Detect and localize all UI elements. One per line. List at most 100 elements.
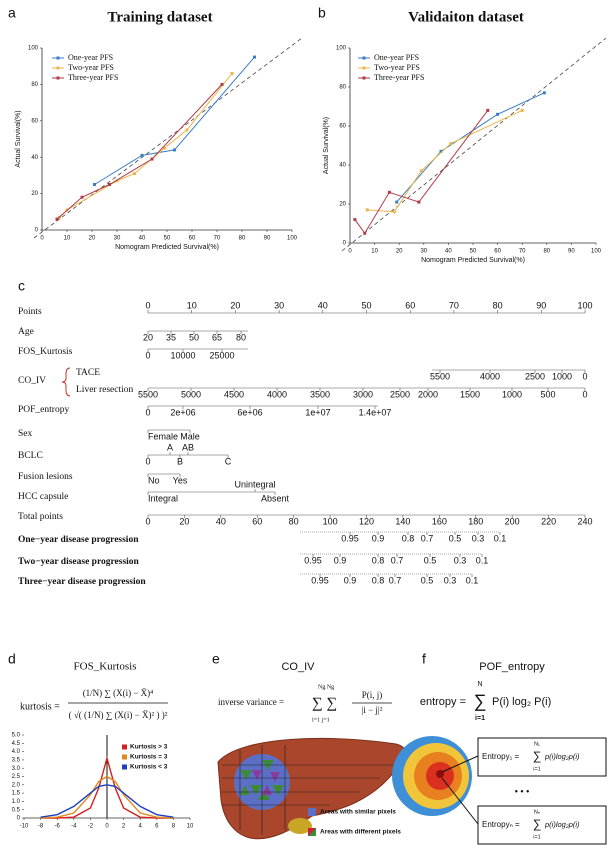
series-line — [396, 92, 545, 203]
nomogram-row-label: Points — [18, 307, 42, 317]
nomogram-tick-label: 0.5 — [424, 555, 437, 565]
x-tick-label: 100 — [591, 249, 602, 255]
ellipsis: • • • — [515, 786, 529, 796]
x-tick-label: 80 — [543, 249, 550, 255]
nomogram-tick-label: 0.8 — [372, 575, 385, 585]
nomogram-tick-label: 60 — [252, 516, 262, 526]
nomogram-tick-label: 240 — [577, 516, 592, 526]
nomogram-tick-label: AB — [182, 442, 194, 452]
y-tick-label: 100 — [28, 46, 39, 52]
nomogram-row-label: Sex — [18, 429, 33, 439]
legend-marker — [56, 66, 60, 70]
chart-title: Training dataset — [107, 9, 212, 25]
series-marker — [163, 146, 166, 150]
formula: kurtosis = — [20, 701, 60, 712]
legend-label: Two-year PFS — [68, 63, 114, 72]
formula: i=1 j=1 — [312, 717, 330, 723]
x-tick-label: 50 — [164, 236, 171, 242]
x-tick-label: 40 — [139, 236, 146, 242]
nomogram-tick-label: 0.9 — [372, 533, 385, 543]
series-marker — [93, 183, 96, 186]
nomogram-tick-label: 0.8 — [402, 533, 415, 543]
y-tick-label: 3.0 — [12, 766, 21, 772]
y-tick-label: 1.0 — [12, 799, 21, 805]
nomogram-row-label: Age — [18, 327, 34, 337]
nomogram-tick-label: 4000 — [480, 371, 500, 381]
formula: ∑ ∑ — [312, 695, 337, 711]
nomogram-tick-label: No — [148, 475, 160, 485]
y-tick-label: 60 — [339, 124, 346, 130]
series-line — [94, 56, 255, 185]
nomogram-tick-label: 20 — [179, 516, 189, 526]
nomogram-row-label: One−year disease progression — [18, 535, 139, 545]
nomogram-tick-label: 10000 — [170, 350, 195, 360]
chart-title: FOS_Kurtosis — [74, 661, 137, 673]
nomogram-tick-label: 1e+07 — [305, 407, 330, 417]
nomogram-tick-label: 40 — [318, 300, 328, 310]
reference-line — [341, 37, 607, 252]
y-tick-label: 40 — [339, 163, 346, 169]
formula-box — [477, 737, 607, 777]
formula: p(i)log₂p(i) — [544, 820, 580, 829]
legend-label: One-year PFS — [374, 53, 419, 62]
x-tick-label: 30 — [420, 249, 427, 255]
series-line — [56, 84, 223, 220]
nomogram-tick-label: 10 — [187, 300, 197, 310]
nomogram-tick-label: 4500 — [224, 389, 244, 399]
x-tick-label: -8 — [38, 824, 44, 830]
nomogram-tick-label: 0.7 — [389, 575, 402, 585]
nomogram-tick-label: 0.8 — [372, 555, 385, 565]
x-tick-label: 90 — [568, 249, 575, 255]
y-tick-label: 0 — [343, 241, 347, 247]
brace — [61, 367, 71, 397]
legend-marker — [362, 56, 366, 60]
nomogram-tick-label: 80 — [493, 300, 503, 310]
x-tick-label: 20 — [396, 249, 403, 255]
nomogram-tick-label: 5000 — [181, 389, 201, 399]
series-line — [40, 784, 174, 818]
x-tick-label: 50 — [470, 249, 477, 255]
formula: p(i)log₂p(i) — [544, 752, 580, 761]
y-tick-label: 3.5 — [12, 757, 21, 763]
formula: inverse variance = — [218, 697, 284, 707]
nomogram-tick-label: 200 — [505, 516, 520, 526]
nomogram-tick-label: 5500 — [138, 389, 158, 399]
nomogram-tick-label: 0 — [145, 516, 150, 526]
series-marker — [140, 153, 144, 157]
nomogram-row-label: Two−year disease progression — [18, 557, 140, 567]
formula: i=1 — [533, 834, 541, 840]
series-marker — [542, 91, 546, 95]
series-marker — [439, 149, 443, 153]
series-marker — [496, 112, 500, 116]
nomogram-tick-label: 50 — [361, 300, 371, 310]
nomogram-row-label: Fusion lesions — [18, 472, 73, 482]
nomogram-tick-label: 1.4e+07 — [359, 407, 392, 417]
nomogram-tick-label: 0.5 — [421, 575, 434, 585]
formula: Ng Ng — [318, 684, 334, 690]
legend-marker — [362, 66, 366, 70]
nomogram-tick-label: 3000 — [353, 389, 373, 399]
y-tick-label: 2.0 — [12, 782, 21, 788]
nomogram-tick-label: 60 — [405, 300, 415, 310]
x-tick-label: -4 — [71, 824, 77, 830]
panel-label: c — [18, 278, 25, 294]
nomogram-tick-label: 0 — [582, 389, 587, 399]
legend-label: Three-year PFS — [68, 73, 118, 82]
series-marker — [520, 108, 524, 112]
nomogram-tick-label: 160 — [432, 516, 447, 526]
y-tick-label: 5.0 — [12, 733, 21, 739]
y-tick-label: 0.5 — [12, 807, 21, 813]
x-tick-label: 80 — [239, 236, 246, 242]
nomogram-tick-label: 0.95 — [304, 555, 322, 565]
x-tick-label: 10 — [187, 824, 194, 830]
y-tick-label: 100 — [336, 46, 347, 52]
panel-label: e — [212, 651, 220, 667]
x-tick-label: 4 — [139, 824, 143, 830]
nomogram-subrow-label: Liver resection — [76, 385, 133, 395]
formula: ( √( (1/N) ∑ (X(i) − X̄)² ) )² — [69, 710, 168, 720]
series-marker — [449, 142, 453, 146]
formula: Nₙ — [534, 809, 541, 815]
nomogram-tick-label: 0.5 — [449, 533, 462, 543]
nomogram-tick-label: 0.3 — [444, 575, 457, 585]
